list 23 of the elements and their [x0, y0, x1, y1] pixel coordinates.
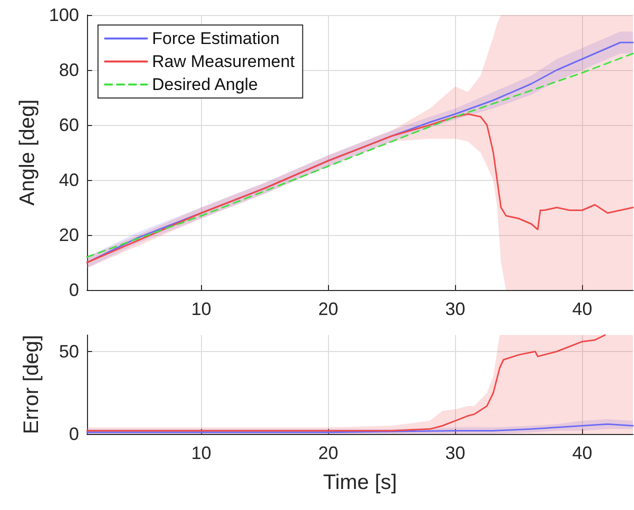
x-tick-label: 30: [445, 299, 466, 319]
x-tick-label: 30: [445, 443, 466, 463]
y-tick-label: 100: [48, 5, 79, 25]
x-tick-label: 20: [318, 443, 338, 463]
y-tick-label: 0: [68, 280, 79, 300]
legend-label: Raw Measurement: [152, 52, 295, 71]
y-tick-label: 0: [68, 424, 79, 444]
x-tick-label: 40: [572, 443, 592, 463]
x-tick-label: 10: [191, 443, 212, 463]
y-tick-label: 40: [58, 170, 79, 190]
y-tick-label: 50: [58, 342, 79, 362]
y-axis-title: Error [deg]: [20, 334, 43, 434]
y-tick-label: 60: [58, 115, 79, 135]
legend-label: Force Estimation: [152, 29, 280, 48]
x-tick-label: 10: [191, 299, 212, 319]
x-tick-label: 40: [572, 299, 592, 319]
y-tick-label: 20: [58, 225, 79, 245]
x-axis-title: Time [s]: [323, 471, 397, 494]
legend-label: Desired Angle: [152, 75, 258, 94]
y-axis-title: Angle [deg]: [16, 99, 40, 206]
x-tick-label: 20: [318, 299, 338, 319]
line-series: [86, 113, 634, 264]
y-tick-label: 80: [58, 60, 79, 80]
